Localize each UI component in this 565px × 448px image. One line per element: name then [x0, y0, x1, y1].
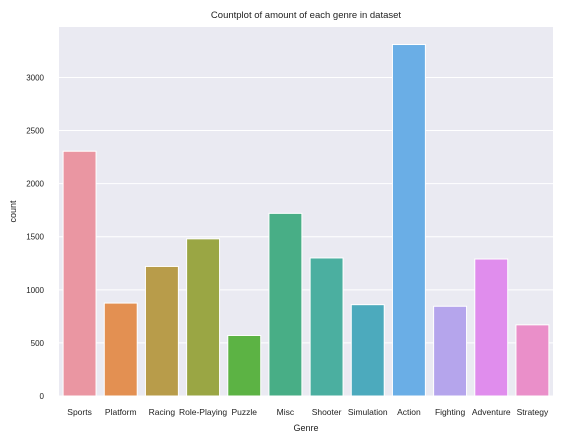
bar-puzzle [227, 334, 262, 397]
y-tick-label: 0 [40, 392, 45, 401]
y-tick-label: 1000 [26, 286, 44, 295]
bar-action [391, 44, 426, 397]
bar-strategy [515, 324, 550, 397]
x-tick-label: Platform [105, 407, 137, 417]
x-tick-label: Racing [149, 407, 176, 417]
y-tick-label: 1500 [26, 233, 44, 242]
y-axis-title: count [8, 200, 18, 223]
x-tick-label: Simulation [348, 407, 388, 417]
bars [62, 44, 550, 397]
x-tick-labels: Sports Platform Racing Role-Playing Puzzle Mi… [67, 407, 549, 417]
x-tick-label: Sports [67, 407, 92, 417]
bar-simulation [350, 304, 385, 397]
y-tick-label: 2500 [26, 127, 44, 136]
y-tick-labels: 0 500 1000 1500 2000 2500 3000 [26, 73, 44, 401]
y-tick-label: 2000 [26, 180, 44, 189]
gridlines [59, 76, 553, 397]
bar-platform [103, 302, 138, 397]
x-tick-label: Fighting [435, 407, 466, 417]
x-tick-label: Shooter [312, 407, 342, 417]
chart-title: Countplot of amount of each genre in dat… [211, 10, 401, 21]
x-tick-label: Action [397, 407, 421, 417]
bar-sports [62, 150, 97, 397]
x-tick-label: Role-Playing [179, 407, 227, 417]
bar-misc [268, 212, 303, 397]
bar-adventure [474, 258, 509, 397]
bar-role-playing [186, 238, 221, 397]
x-tick-label: Puzzle [231, 407, 257, 417]
bar-racing [144, 265, 179, 397]
bar-shooter [309, 257, 344, 397]
y-tick-label: 3000 [26, 73, 44, 82]
x-tick-label: Adventure [472, 407, 511, 417]
plot-area [59, 27, 553, 396]
y-tick-label: 500 [31, 339, 45, 348]
x-tick-label: Misc [277, 407, 295, 417]
x-axis-title: Genre [293, 423, 318, 433]
x-tick-label: Strategy [517, 407, 549, 417]
bar-fighting [433, 305, 468, 397]
